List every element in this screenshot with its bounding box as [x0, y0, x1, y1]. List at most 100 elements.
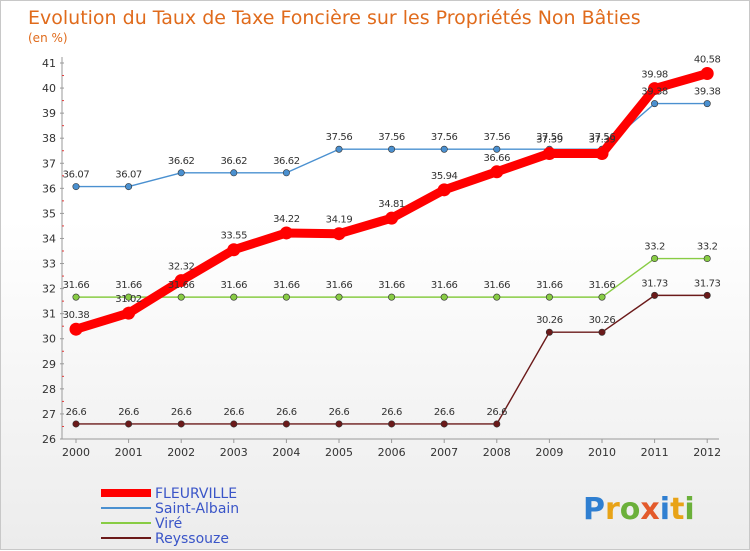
data-point [493, 145, 501, 153]
data-point [388, 145, 396, 153]
data-label: 39.38 [641, 87, 668, 98]
data-label: 37.39 [536, 134, 563, 145]
data-point [69, 322, 83, 336]
data-label: 31.66 [115, 280, 142, 291]
data-label: 33.2 [644, 242, 665, 253]
data-point [125, 183, 133, 191]
data-point [279, 226, 293, 240]
y-tick-label: 35 [42, 207, 56, 220]
y-tick-label: 41 [42, 57, 56, 70]
data-label: 26.6 [66, 407, 87, 418]
data-labels: 26.6 26.6 26.6 26.6 26.6 26.6 26.6 26.6 26.6 30.2… [63, 55, 721, 418]
data-point [598, 293, 606, 301]
data-point [598, 328, 606, 336]
data-label: 31.66 [589, 280, 616, 291]
data-label: 26.6 [486, 407, 507, 418]
data-point [703, 255, 711, 263]
data-point [703, 291, 711, 299]
data-label: 31.73 [694, 278, 721, 289]
data-point [440, 145, 448, 153]
data-point [72, 420, 80, 428]
data-point [545, 328, 553, 336]
y-tick-label: 36 [42, 182, 56, 195]
data-point [282, 169, 290, 177]
data-label: 37.56 [431, 132, 458, 143]
data-point [335, 420, 343, 428]
data-point [490, 165, 504, 179]
x-tick-label: 2012 [693, 446, 721, 459]
data-label: 26.6 [381, 407, 402, 418]
x-tick-label: 2002 [167, 446, 195, 459]
data-point [595, 146, 609, 160]
x-tick-label: 2000 [62, 446, 90, 459]
data-label: 33.55 [220, 231, 247, 242]
legend-label: FLEURVILLE [155, 486, 237, 502]
y-tick-label: 33 [42, 258, 56, 271]
data-label: 33.2 [697, 242, 718, 253]
x-tick-label: 2003 [220, 446, 248, 459]
x-tick-label: 2010 [588, 446, 616, 459]
data-label: 37.56 [589, 132, 616, 143]
y-tick-label: 26 [42, 433, 56, 446]
data-label: 36.66 [483, 153, 510, 164]
data-label: 39.98 [641, 70, 668, 81]
y-tick-label: 31 [42, 308, 56, 321]
axes: 26 27 28 29 30 31 32 33 34 35 36 37 38 39 40 41 2000 2001… [42, 57, 721, 459]
data-label: 31.02 [115, 294, 142, 305]
data-point [230, 293, 238, 301]
data-label: 36.62 [220, 156, 247, 167]
data-label: 36.07 [115, 170, 142, 181]
x-tick-label: 2009 [535, 446, 563, 459]
data-point [385, 211, 399, 225]
data-label: 34.19 [326, 215, 353, 226]
data-label: 36.07 [63, 170, 90, 181]
x-tick-label: 2006 [378, 446, 406, 459]
data-point [72, 183, 80, 191]
data-point [335, 145, 343, 153]
data-label: 31.73 [641, 278, 668, 289]
x-tick-label: 2007 [430, 446, 458, 459]
x-tick-label: 2005 [325, 446, 353, 459]
data-label: 37.56 [483, 132, 510, 143]
x-tick-label: 2008 [483, 446, 511, 459]
series-layer [69, 67, 714, 428]
y-tick-label: 29 [42, 358, 56, 371]
data-label: 35.94 [431, 171, 458, 182]
data-label: 37.56 [378, 132, 405, 143]
data-label: 31.66 [483, 280, 510, 291]
data-point [174, 274, 188, 288]
y-tick-label: 27 [42, 408, 56, 421]
data-label: 31.66 [326, 280, 353, 291]
data-point [125, 293, 133, 301]
data-point [388, 420, 396, 428]
data-label: 32.32 [168, 262, 195, 273]
legend-label: Reyssouze [155, 531, 229, 547]
x-tick-label: 2001 [115, 446, 143, 459]
legend-label: Viré [155, 516, 182, 532]
data-point [493, 420, 501, 428]
data-label: 36.62 [273, 156, 300, 167]
data-label: 26.6 [434, 407, 455, 418]
legend-label: Saint-Albain [155, 501, 239, 517]
data-label: 31.66 [168, 280, 195, 291]
data-label: 31.66 [220, 280, 247, 291]
data-point [388, 293, 396, 301]
data-label: 31.66 [63, 280, 90, 291]
data-point [703, 100, 711, 108]
data-point [122, 306, 136, 320]
data-point [125, 420, 133, 428]
data-label: 26.6 [118, 407, 139, 418]
data-label: 34.81 [378, 199, 405, 210]
x-tick-label: 2011 [641, 446, 669, 459]
y-tick-label: 37 [42, 157, 56, 170]
y-tick-label: 39 [42, 107, 56, 120]
data-label: 37.56 [536, 132, 563, 143]
data-label: 37.39 [589, 134, 616, 145]
data-point [230, 169, 238, 177]
data-point [177, 169, 185, 177]
data-point [440, 420, 448, 428]
y-tick-label: 40 [42, 82, 56, 95]
data-point [72, 293, 80, 301]
data-point [177, 420, 185, 428]
